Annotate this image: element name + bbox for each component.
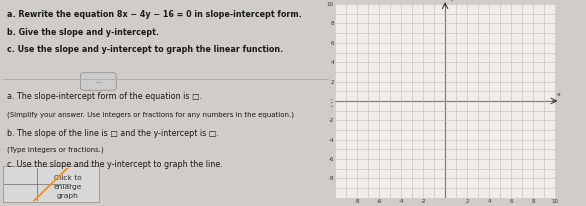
Text: ...: ... — [95, 76, 102, 85]
Text: a. Rewrite the equation 8x − 4y − 16 = 0 in slope-intercept form.: a. Rewrite the equation 8x − 4y − 16 = 0… — [6, 10, 301, 19]
Text: x: x — [557, 92, 561, 97]
Text: b. Give the slope and y-intercept.: b. Give the slope and y-intercept. — [6, 28, 159, 37]
Text: a. The slope-intercept form of the equation is □.: a. The slope-intercept form of the equat… — [6, 92, 202, 101]
Text: c. Use the slope and the y-intercept to graph the line.: c. Use the slope and the y-intercept to … — [6, 160, 222, 169]
Text: (Type integers or fractions.): (Type integers or fractions.) — [6, 146, 103, 153]
Text: c. Use the slope and y-intercept to graph the linear function.: c. Use the slope and y-intercept to grap… — [6, 45, 283, 54]
Text: b. The slope of the line is □ and the y-intercept is □.: b. The slope of the line is □ and the y-… — [6, 129, 219, 138]
Text: Ay: Ay — [448, 0, 455, 1]
FancyBboxPatch shape — [80, 73, 116, 90]
FancyBboxPatch shape — [4, 166, 99, 202]
Text: Click to: Click to — [54, 175, 82, 181]
Text: enlarge: enlarge — [54, 184, 82, 190]
Text: graph: graph — [57, 193, 79, 199]
Text: (Simplify your answer. Use integers or fractions for any numbers in the equation: (Simplify your answer. Use integers or f… — [6, 111, 294, 118]
Text: ⋮: ⋮ — [326, 98, 336, 108]
